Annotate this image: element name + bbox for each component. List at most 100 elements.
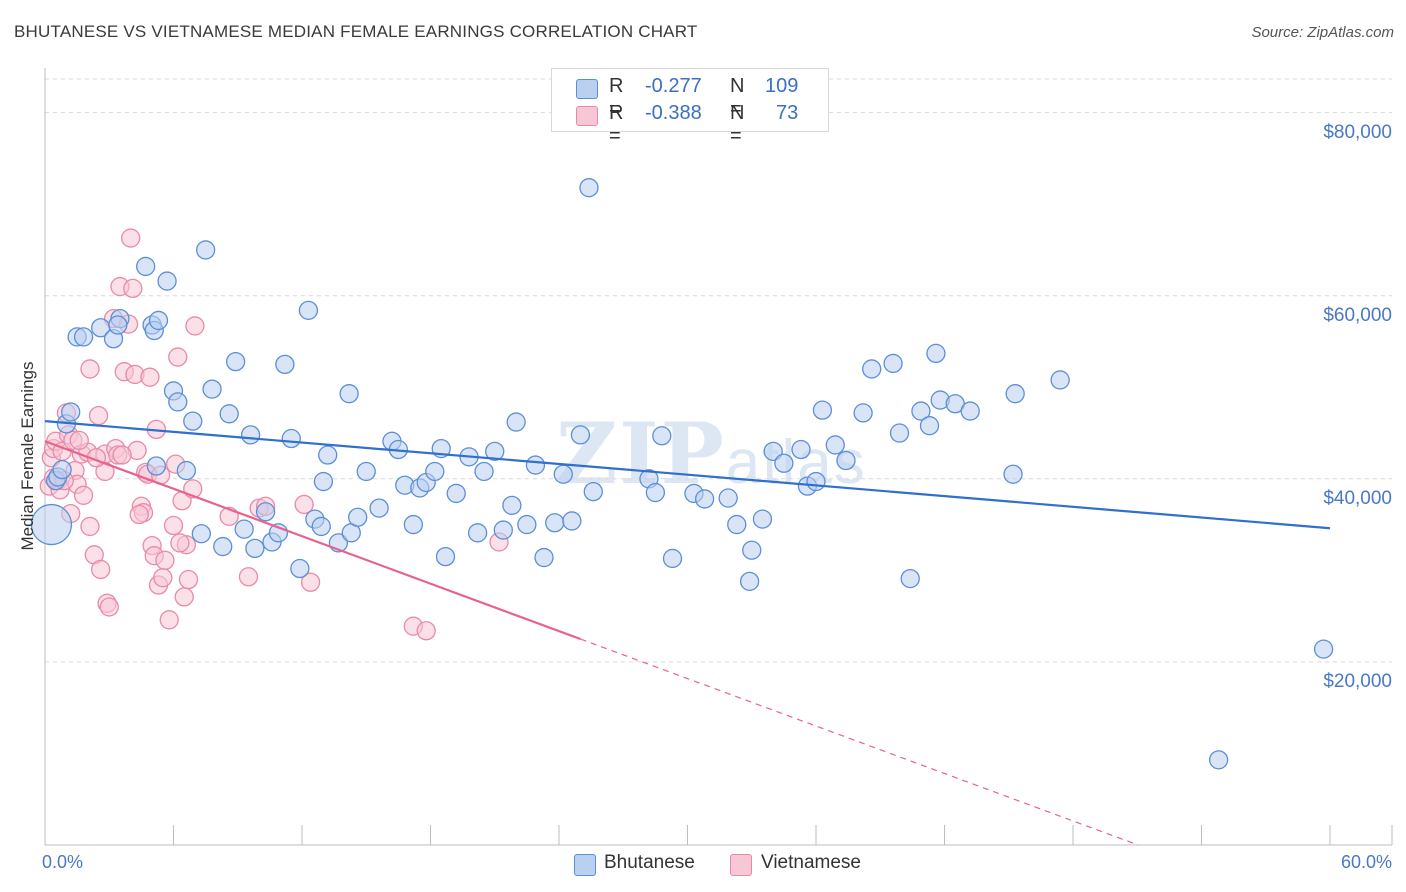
chart-title: BHUTANESE VS VIETNAMESE MEDIAN FEMALE EA… xyxy=(14,22,698,41)
bhutanese-point xyxy=(517,514,537,535)
bhutanese-point xyxy=(485,441,505,461)
vietnamese-point xyxy=(91,559,111,580)
vietnamese-point xyxy=(129,504,149,525)
bhutanese-point xyxy=(183,411,203,431)
bhutanese-series xyxy=(30,178,1334,770)
bhutanese-point xyxy=(168,392,188,412)
bhutanese-point xyxy=(506,412,526,432)
vietnamese-point xyxy=(238,567,259,587)
bhutanese-point xyxy=(534,547,554,568)
bhutanese-point xyxy=(1005,384,1025,404)
vietnamese-point xyxy=(123,278,143,299)
bhutanese-point xyxy=(311,516,331,537)
bhutanese-point xyxy=(853,403,873,423)
bhutanese-point xyxy=(446,483,466,504)
bhutanese-point xyxy=(146,456,167,476)
legend-vietnamese-swatch xyxy=(730,854,752,876)
bhutanese-point xyxy=(570,425,591,445)
bhutanese-point xyxy=(812,400,833,420)
bhutanese-point xyxy=(275,354,295,375)
y-tick-label: $60,000 xyxy=(1323,304,1392,326)
vietnamese-point xyxy=(80,516,100,537)
n-label: N = xyxy=(730,75,745,120)
bhutanese-point xyxy=(348,507,368,527)
vietnamese-trend-line xyxy=(44,440,581,641)
bhutanese-point xyxy=(806,471,826,492)
r-value: -0.277 xyxy=(645,75,702,97)
bhutanese-point xyxy=(255,502,276,522)
bhutanese-point xyxy=(836,450,856,471)
bhutanese-point xyxy=(652,426,672,446)
bhutanese-point xyxy=(739,571,760,591)
bhutanese-point xyxy=(339,384,359,404)
vietnamese-point xyxy=(168,347,188,367)
bhutanese-point xyxy=(1313,639,1334,659)
vietnamese-point xyxy=(112,445,132,465)
bhutanese-point xyxy=(52,460,72,480)
bhutanese-point xyxy=(234,519,254,539)
bhutanese-point xyxy=(926,343,946,364)
vietnamese-point xyxy=(73,485,94,505)
bhutanese-point xyxy=(157,271,177,291)
vietnamese-point xyxy=(178,569,199,590)
n-value: 109 xyxy=(765,75,799,97)
bhutanese-point xyxy=(298,300,319,321)
bhutanese-point xyxy=(911,401,931,421)
source-label: Source: ZipAtlas.com xyxy=(1251,24,1394,41)
bhutanese-point xyxy=(148,310,169,331)
vietnamese-point xyxy=(174,587,194,607)
vietnamese-point xyxy=(170,533,190,553)
r-value: -0.388 xyxy=(645,102,702,124)
bhutanese-point xyxy=(752,509,773,529)
bhutanese-point xyxy=(73,327,94,347)
bhutanese-point xyxy=(356,461,376,482)
bhutanese-point xyxy=(883,353,903,374)
y-tick-label: $80,000 xyxy=(1323,121,1392,143)
bhutanese-point xyxy=(763,441,783,461)
bhutanese-swatch xyxy=(576,79,598,99)
y-tick-label: $20,000 xyxy=(1323,670,1392,692)
bhutanese-point xyxy=(1003,464,1023,484)
bhutanese-point xyxy=(583,481,603,502)
bhutanese-point xyxy=(579,178,599,198)
vietnamese-point xyxy=(300,572,321,592)
bhutanese-point xyxy=(694,489,715,509)
bhutanese-point xyxy=(225,351,246,372)
bhutanese-point xyxy=(245,538,265,559)
vietnamese-swatch xyxy=(576,106,598,126)
bhutanese-point xyxy=(553,464,573,484)
stats-legend: R = -0.277 N = 109 R = -0.388 N = 73 xyxy=(551,68,829,147)
y-tick-label: $40,000 xyxy=(1323,487,1392,509)
bhutanese-point xyxy=(195,240,216,260)
bhutanese-point xyxy=(791,439,811,460)
bhutanese-point xyxy=(889,423,910,443)
axes xyxy=(44,68,1393,846)
bhutanese-point xyxy=(435,546,456,567)
bhutanese-point xyxy=(662,548,683,569)
bhutanese-point xyxy=(108,315,128,335)
n-label: N = xyxy=(730,102,745,147)
r-label: R = xyxy=(609,102,624,147)
bhutanese-point xyxy=(30,503,73,546)
bhutanese-point xyxy=(213,536,233,557)
vietnamese-point xyxy=(185,316,205,336)
bhutanese-point xyxy=(525,455,546,475)
bhutanese-point xyxy=(136,256,156,277)
vietnamese-point xyxy=(121,228,141,248)
bhutanese-point xyxy=(493,520,513,540)
bhutanese-point xyxy=(862,359,882,379)
bhutanese-point xyxy=(425,461,445,482)
bhutanese-point xyxy=(318,445,338,465)
bhutanese-point xyxy=(502,495,522,516)
vietnamese-point xyxy=(69,430,89,451)
legend-vietnamese-label: Vietnamese xyxy=(761,852,861,873)
bhutanese-point xyxy=(718,488,738,508)
bhutanese-point xyxy=(742,540,762,560)
y-axis-label: Median Female Earnings xyxy=(18,361,37,551)
vietnamese-point xyxy=(159,610,179,630)
bhutanese-point xyxy=(545,513,565,533)
bhutanese-point xyxy=(290,558,310,579)
bhutanese-point xyxy=(919,416,940,436)
vietnamese-point xyxy=(140,367,160,387)
bhutanese-point xyxy=(369,498,389,518)
